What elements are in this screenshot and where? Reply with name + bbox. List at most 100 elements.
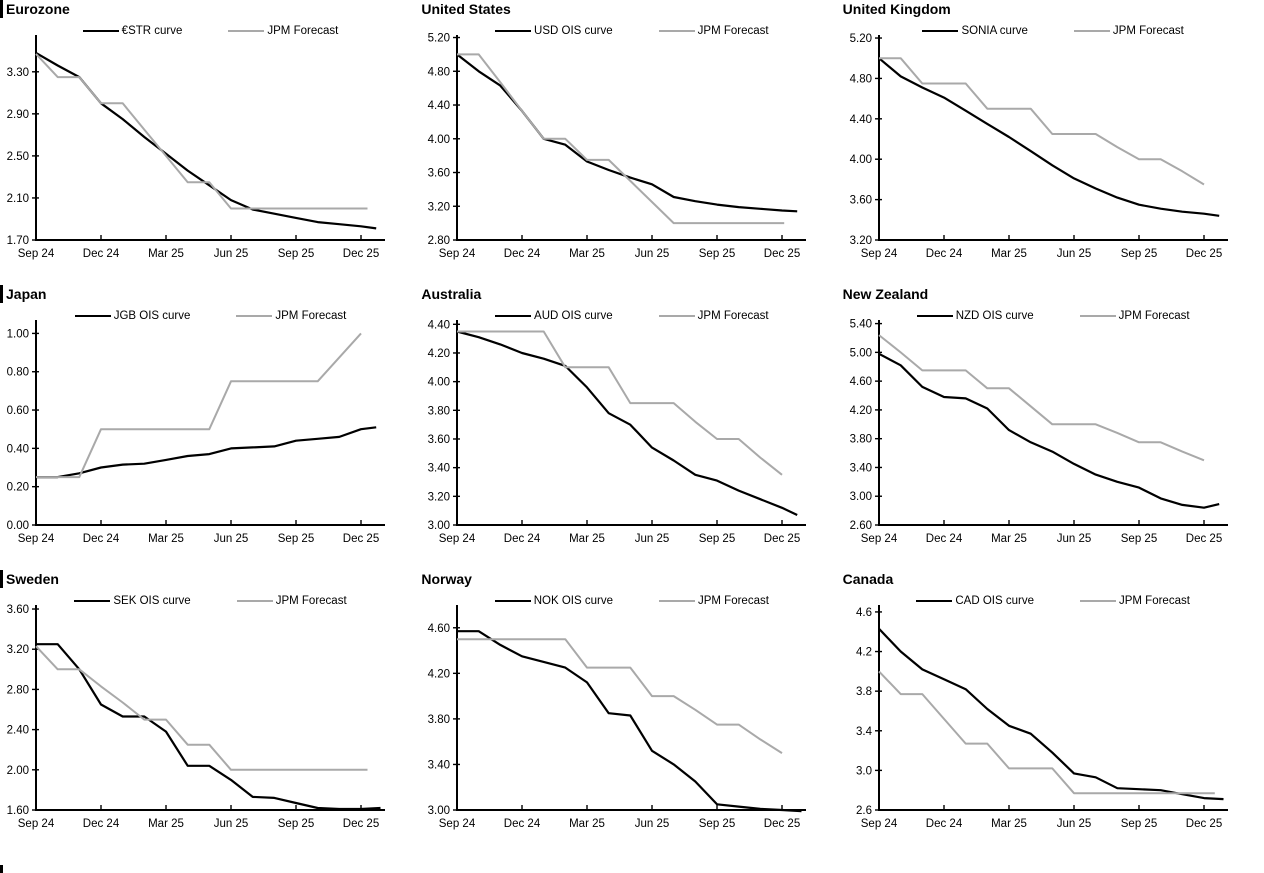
svg-text:1.70: 1.70 (7, 235, 29, 247)
svg-text:Sep 24: Sep 24 (860, 533, 897, 545)
svg-text:5.00: 5.00 (849, 347, 871, 359)
chart-title-row: Sweden (0, 570, 421, 592)
svg-text:Dec 24: Dec 24 (504, 248, 541, 260)
svg-text:Jun 25: Jun 25 (635, 533, 670, 545)
svg-text:3.0: 3.0 (856, 765, 872, 777)
chart-panel: Japan JGB OIS curve JPM Forecast 0.00 0.2… (0, 285, 421, 570)
svg-text:0.80: 0.80 (7, 367, 29, 379)
chart-plot: 1.70 2.10 2.50 2.90 3.30 Sep 24 Dec 24 Mar 25 Ju… (7, 35, 385, 260)
chart-title: Japan (6, 286, 47, 302)
svg-text:Dec 24: Dec 24 (83, 818, 120, 830)
svg-text:Sep 25: Sep 25 (278, 248, 314, 260)
svg-text:3.00: 3.00 (428, 520, 450, 532)
chart-plot: 3.00 3.20 3.40 3.60 3.80 4.00 4.20 4.40 Sep 24 De… (428, 319, 807, 545)
chart-area: USD OIS curve JPM Forecast 2.80 3.20 3.60 4… (421, 22, 842, 262)
chart-title-row: Eurozone (0, 0, 421, 22)
svg-text:5.20: 5.20 (849, 33, 871, 45)
svg-text:Dec 24: Dec 24 (925, 533, 962, 545)
svg-text:4.60: 4.60 (428, 623, 450, 635)
svg-text:Dec 25: Dec 25 (1185, 818, 1221, 830)
svg-text:Sep 24: Sep 24 (18, 533, 55, 545)
svg-text:4.00: 4.00 (849, 154, 871, 166)
svg-text:3.60: 3.60 (7, 604, 29, 616)
chart-title-row: Canada (843, 570, 1264, 592)
svg-text:0.60: 0.60 (7, 405, 29, 417)
chart-plot: 2.6 3.0 3.4 3.8 4.2 4.6 Sep 24 Dec 24 Mar 25 Jun … (856, 605, 1228, 830)
svg-text:Sep 24: Sep 24 (860, 818, 897, 830)
svg-text:Dec 24: Dec 24 (925, 248, 962, 260)
svg-text:Jun 25: Jun 25 (214, 533, 249, 545)
svg-text:Dec 24: Dec 24 (83, 248, 120, 260)
svg-text:Mar 25: Mar 25 (148, 533, 184, 545)
svg-text:0.00: 0.00 (7, 520, 29, 532)
svg-text:4.60: 4.60 (849, 376, 871, 388)
chart-area: €STR curve JPM Forecast 1.70 2.10 2.50 2.90… (0, 22, 421, 262)
svg-text:Mar 25: Mar 25 (991, 248, 1027, 260)
svg-text:3.60: 3.60 (849, 195, 871, 207)
svg-text:4.40: 4.40 (428, 100, 450, 112)
svg-text:3.80: 3.80 (428, 405, 450, 417)
chart-title: Eurozone (6, 1, 70, 17)
svg-text:Sep 24: Sep 24 (18, 248, 55, 260)
chart-panel: Norway NOK OIS curve JPM Forecast 3.00 3.… (421, 570, 842, 873)
svg-text:3.20: 3.20 (428, 491, 450, 503)
svg-text:Dec 24: Dec 24 (83, 533, 120, 545)
svg-text:4.40: 4.40 (849, 114, 871, 126)
chart-title-row: New Zealand (843, 285, 1264, 307)
svg-text:4.80: 4.80 (849, 73, 871, 85)
svg-text:Jun 25: Jun 25 (1056, 533, 1091, 545)
svg-text:3.30: 3.30 (7, 67, 29, 79)
svg-text:Jun 25: Jun 25 (635, 818, 670, 830)
svg-text:1.60: 1.60 (7, 805, 29, 817)
chart-area: SEK OIS curve JPM Forecast 1.60 2.00 2.40 2… (0, 592, 421, 832)
svg-text:Dec 24: Dec 24 (504, 818, 541, 830)
svg-text:Dec 25: Dec 25 (343, 533, 379, 545)
chart-title-row: United Kingdom (843, 0, 1264, 22)
svg-text:Dec 25: Dec 25 (764, 533, 800, 545)
svg-text:Sep 24: Sep 24 (439, 533, 476, 545)
svg-text:2.80: 2.80 (7, 684, 29, 696)
svg-text:3.8: 3.8 (856, 686, 872, 698)
chart-area: JGB OIS curve JPM Forecast 0.00 0.20 0.40 0… (0, 307, 421, 547)
chart-title: United Kingdom (842, 1, 951, 17)
section-bar (0, 570, 3, 588)
svg-text:3.40: 3.40 (428, 759, 450, 771)
svg-text:4.40: 4.40 (428, 319, 450, 331)
chart-panel: New Zealand NZD OIS curve JPM Forecast 2… (843, 285, 1264, 570)
svg-text:3.60: 3.60 (428, 434, 450, 446)
chart-title: Australia (421, 286, 482, 302)
chart-title: United States (421, 1, 511, 17)
svg-text:2.00: 2.00 (7, 765, 29, 777)
section-divider-stub (0, 865, 3, 873)
svg-text:Dec 25: Dec 25 (764, 818, 800, 830)
svg-text:Dec 25: Dec 25 (343, 248, 379, 260)
chart-panel: United Kingdom SONIA curve JPM Forecast … (843, 0, 1264, 285)
svg-text:4.20: 4.20 (849, 405, 871, 417)
svg-text:Mar 25: Mar 25 (569, 533, 605, 545)
chart-panel: Canada CAD OIS curve JPM Forecast 2.6 3.0… (843, 570, 1264, 873)
svg-text:Dec 25: Dec 25 (343, 818, 379, 830)
svg-text:Dec 25: Dec 25 (1185, 533, 1221, 545)
section-bar (0, 0, 3, 18)
svg-text:3.00: 3.00 (849, 491, 871, 503)
svg-text:Sep 25: Sep 25 (1120, 533, 1156, 545)
svg-text:Jun 25: Jun 25 (214, 248, 249, 260)
chart-plot: 2.60 3.00 3.40 3.80 4.20 4.60 5.00 5.40 Sep 24 De… (849, 319, 1228, 545)
svg-text:Sep 24: Sep 24 (860, 248, 897, 260)
chart-title: New Zealand (842, 286, 929, 302)
svg-text:2.80: 2.80 (428, 235, 450, 247)
svg-text:2.50: 2.50 (7, 151, 29, 163)
svg-text:Sep 24: Sep 24 (439, 248, 476, 260)
svg-text:Mar 25: Mar 25 (991, 818, 1027, 830)
chart-plot: 1.60 2.00 2.40 2.80 3.20 3.60 Sep 24 Dec 24 Mar … (7, 604, 385, 830)
chart-area: NOK OIS curve JPM Forecast 3.00 3.40 3.80 4… (421, 592, 842, 832)
svg-text:2.6: 2.6 (856, 805, 872, 817)
svg-text:4.00: 4.00 (428, 134, 450, 146)
chart-title-row: United States (421, 0, 842, 22)
svg-text:4.00: 4.00 (428, 377, 450, 389)
svg-text:0.20: 0.20 (7, 482, 29, 494)
svg-text:Dec 25: Dec 25 (764, 248, 800, 260)
svg-text:0.40: 0.40 (7, 443, 29, 455)
svg-text:Jun 25: Jun 25 (1056, 248, 1091, 260)
